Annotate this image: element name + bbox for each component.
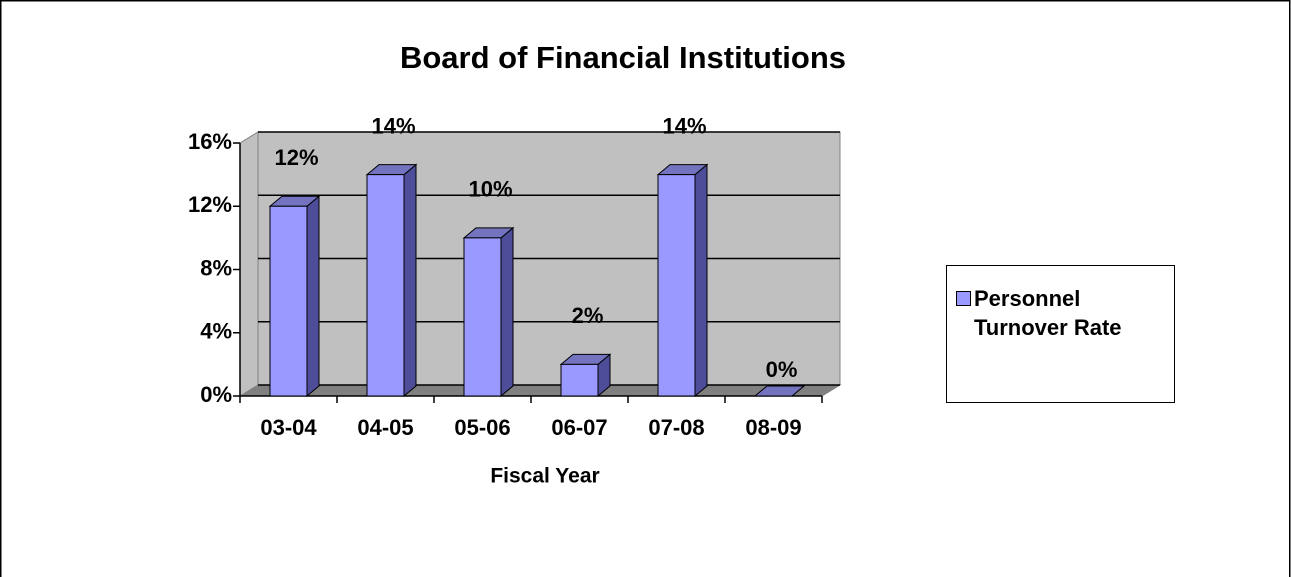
bar-side <box>306 195 320 398</box>
bar <box>463 237 502 397</box>
x-tick-label: 08-09 <box>745 415 801 440</box>
bar-top <box>753 385 806 397</box>
x-tick-label: 05-06 <box>454 415 510 440</box>
bar-side <box>500 226 514 398</box>
bar-side <box>694 163 708 398</box>
legend-label: Personnel Turnover Rate <box>974 286 1122 340</box>
legend: Personnel Turnover Rate <box>946 265 1175 403</box>
legend-swatch <box>956 291 971 306</box>
value-label: 10% <box>468 177 512 202</box>
x-tick-label: 04-05 <box>357 415 413 440</box>
y-tick-label: 12% <box>188 192 232 217</box>
bar <box>657 174 696 397</box>
x-tick-label: 03-04 <box>260 415 317 440</box>
value-label: 2% <box>572 303 604 328</box>
value-label: 12% <box>274 145 318 170</box>
floor <box>238 384 842 397</box>
y-tick-label: 4% <box>200 319 232 344</box>
y-tick-label: 8% <box>200 255 232 280</box>
value-label: 14% <box>662 113 706 138</box>
bar-side <box>403 163 417 398</box>
value-label: 0% <box>766 357 798 382</box>
value-label: 14% <box>371 113 415 138</box>
x-tick-label: 06-07 <box>551 415 607 440</box>
bar <box>269 205 308 397</box>
y-tick-label: 0% <box>200 382 232 407</box>
y-tick-label: 16% <box>188 129 232 154</box>
x-tick-label: 07-08 <box>648 415 704 440</box>
chart-title: Board of Financial Institutions <box>400 40 846 75</box>
bar <box>560 363 599 397</box>
x-axis-label: Fiscal Year <box>490 465 599 488</box>
side-wall <box>239 131 259 397</box>
bar <box>366 174 405 397</box>
